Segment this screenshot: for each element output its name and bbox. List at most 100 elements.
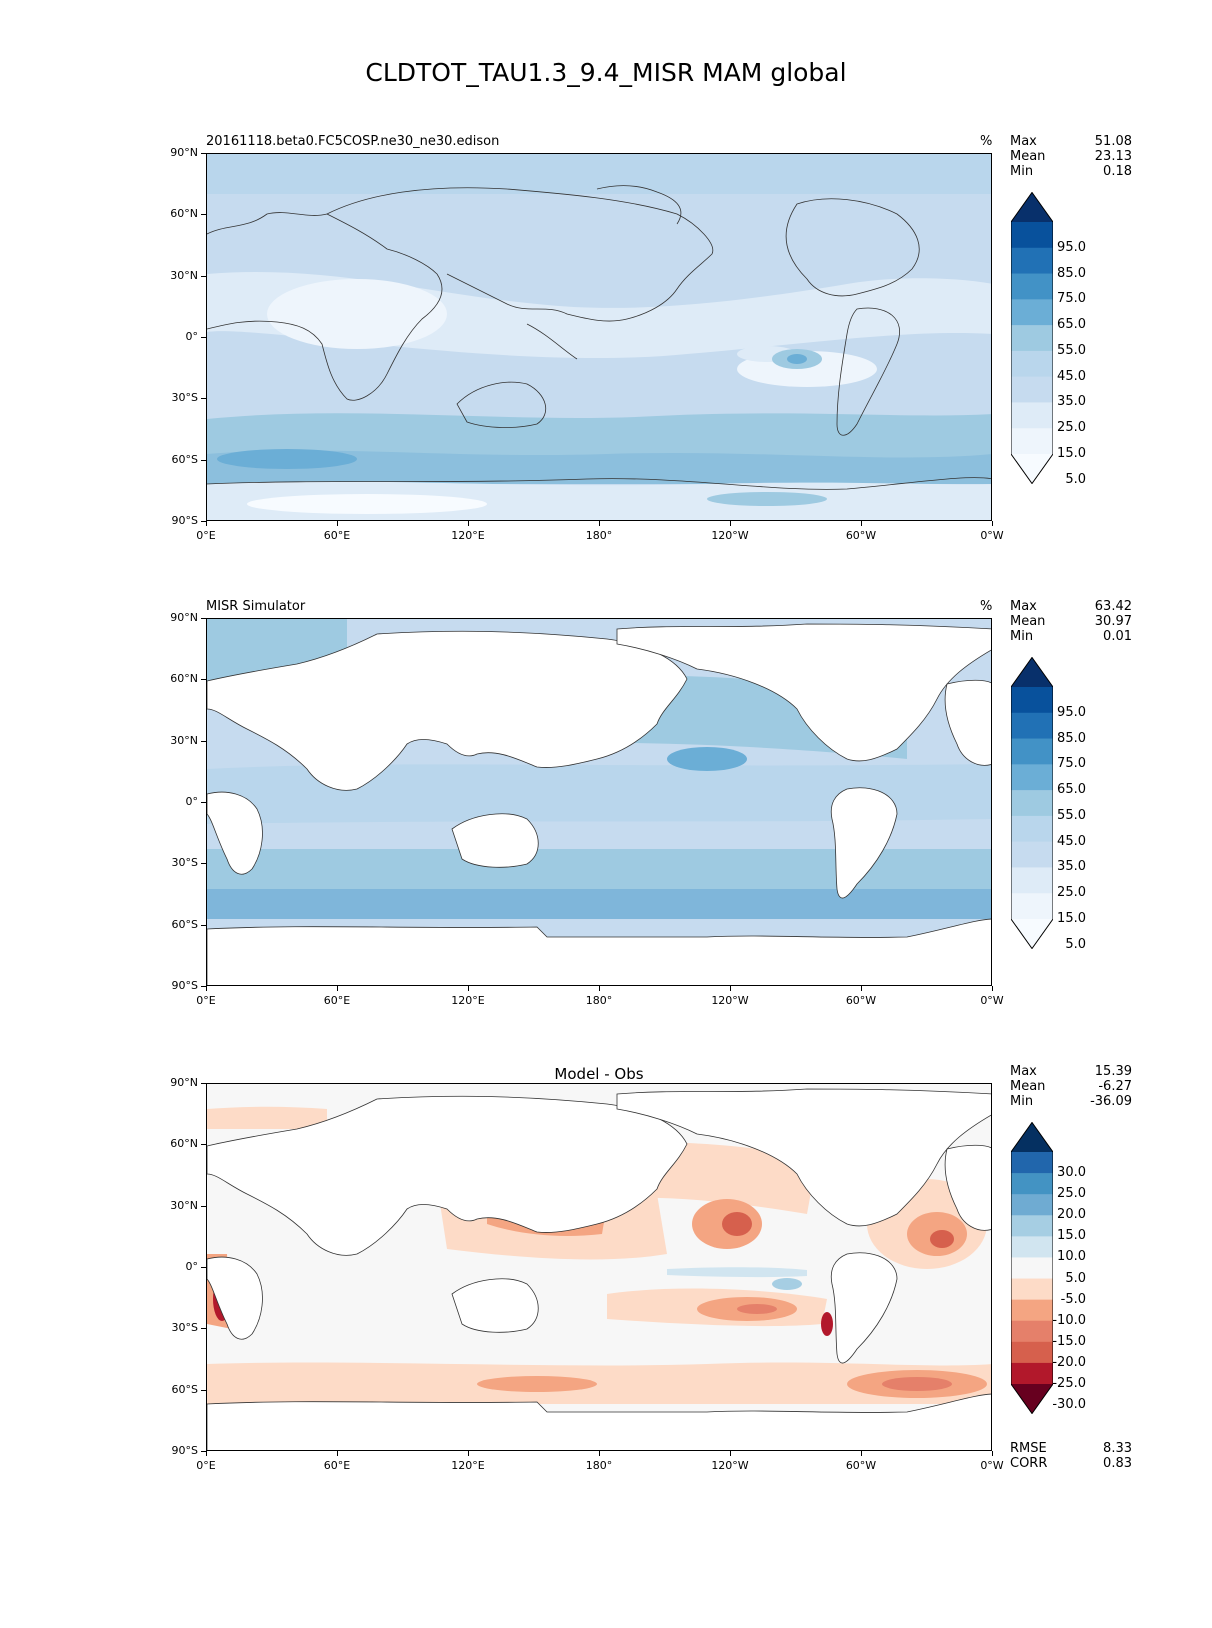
colorbar-segment [1011,867,1053,894]
y-tick-label: 60°N [170,207,198,221]
y-tick [201,618,206,619]
y-tick [201,986,206,987]
colorbar-segment [1011,764,1053,791]
colorbar-segment [1011,1257,1053,1280]
max-label: Max [1010,134,1037,149]
y-tick-label: 30°S [171,391,198,405]
colorbar-extend-top [1011,1122,1053,1152]
y-tick-label: 0° [185,795,199,808]
y-tick [201,740,206,742]
colorbar-segment [1011,841,1053,868]
y-tick [201,1144,206,1146]
colorbar-label: 65.0 [1057,317,1086,333]
mean-value: 23.13 [1094,149,1132,164]
colorbar-segment [1011,815,1053,843]
colorbar-extend-top [1011,657,1053,687]
colorbar-label: 85.0 [1057,730,1086,746]
colorbar-segment [1011,1299,1053,1322]
colorbar-label: -20.0 [1052,1354,1086,1370]
x-tick-label: 0°E [196,1459,216,1472]
colorbar-extend-bottom [1011,1384,1053,1414]
max-value: 51.08 [1094,134,1132,149]
x-tick-label: 180° [585,1459,613,1472]
y-tick [201,679,206,681]
y-tick-label: 90°N [170,146,198,159]
y-tick [201,1083,206,1084]
max-label: Max [1010,599,1037,614]
x-tick [992,521,993,526]
x-tick [337,986,338,991]
y-tick [201,924,206,926]
colorbar-extend-bottom [1011,454,1053,484]
corr-label: CORR [1010,1456,1048,1471]
y-tick-label: 0° [185,1260,199,1273]
colorbar-label: 35.0 [1057,859,1086,875]
mean-label: Mean [1010,1079,1046,1094]
colorbar [1011,192,1053,484]
y-tick [201,1451,206,1452]
map-field [207,619,991,985]
colorbar-segment [1011,790,1053,817]
unit-label: % [980,599,993,614]
colorbar-segment [1011,273,1053,300]
y-tick [201,337,206,338]
colorbar-label: 5.0 [1065,471,1086,487]
max-value: 15.39 [1094,1064,1132,1079]
panel-title: Model - Obs [554,1065,644,1083]
min-value: -36.09 [1090,1094,1132,1109]
x-tick [992,986,993,991]
y-tick-label: 90°N [170,611,198,624]
colorbar-outline [1011,1122,1053,1414]
colorbar-segment [1011,1278,1053,1301]
mean-label: Mean [1010,614,1046,629]
x-tick [730,1451,731,1456]
x-tick-label: 120°E [451,1459,485,1472]
mean-value: 30.97 [1094,614,1132,629]
min-value: 0.01 [1103,629,1132,644]
map-plot [206,153,992,521]
stats-box: Max 63.42 Mean 30.97 Min 0.01 [1010,599,1132,644]
y-tick-label: 30°S [171,856,198,870]
mean-label: Mean [1010,149,1046,164]
x-tick-label: 0°W [980,1459,1004,1472]
colorbar-label: 95.0 [1057,704,1086,720]
colorbar-outline [1011,657,1053,949]
colorbar-segment [1011,1320,1053,1343]
colorbar-label: 25.0 [1057,1186,1086,1202]
colorbar-label: 5.0 [1065,936,1086,952]
stats-box: Max 15.39 Mean -6.27 Min -36.09 [1010,1064,1132,1109]
colorbar-extend-top [1011,192,1053,222]
corr-value: 0.83 [1103,1456,1132,1471]
min-value: 0.18 [1103,164,1132,179]
y-tick-label: 90°S [171,1444,198,1457]
colorbar-label: 25.0 [1057,420,1086,436]
y-tick-label: 90°N [170,1076,198,1089]
x-tick [206,1451,207,1456]
colorbar-label: 65.0 [1057,782,1086,798]
panel-title: 20161118.beta0.FC5COSP.ne30_ne30.edison [206,134,500,149]
x-tick [206,986,207,991]
colorbar-label: 45.0 [1057,833,1086,849]
y-tick [201,863,206,865]
y-tick-label: 60°N [170,1137,198,1151]
x-tick-label: 0°E [196,529,216,542]
x-tick [992,1451,993,1456]
rmse-value: 8.33 [1103,1441,1132,1456]
x-tick-label: 120°E [451,529,485,542]
colorbar-segment [1011,376,1053,403]
y-tick-label: 0° [185,330,199,343]
x-tick-label: 120°E [451,994,485,1007]
colorbar-label: 85.0 [1057,265,1086,281]
x-tick [337,521,338,526]
max-label: Max [1010,1064,1037,1079]
colorbar-segment [1011,1215,1053,1237]
colorbar-segment [1011,1194,1053,1216]
y-tick-label: 30°N [170,1198,198,1212]
colorbar-label: 15.0 [1057,446,1086,461]
colorbar-label: 35.0 [1057,394,1086,410]
colorbar-label: -5.0 [1060,1291,1086,1307]
x-tick-label: 60°W [845,529,877,542]
colorbar-label: 15.0 [1057,911,1086,926]
stats-box: Max 51.08 Mean 23.13 Min 0.18 [1010,134,1132,179]
colorbar [1011,1122,1053,1414]
